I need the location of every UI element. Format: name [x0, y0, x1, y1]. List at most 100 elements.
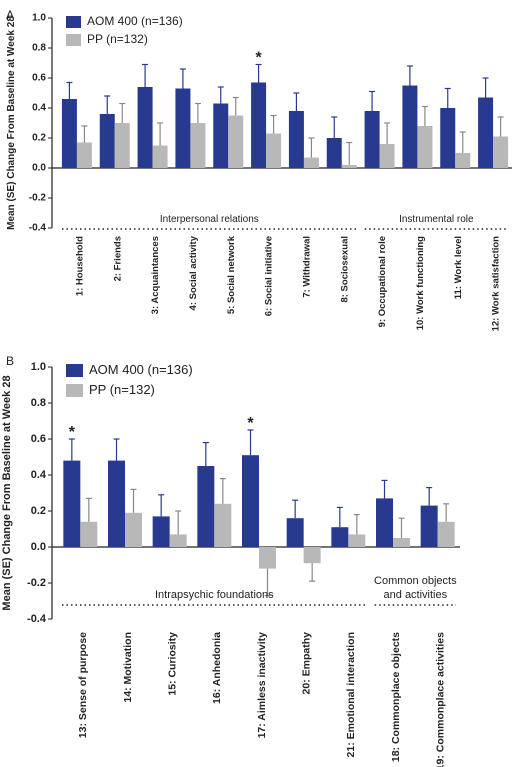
- category-label: 11: Work level: [453, 236, 464, 299]
- group-label: Interpersonal relations: [160, 214, 259, 225]
- bar: [341, 165, 357, 168]
- bar: [114, 123, 130, 168]
- bar: [190, 123, 206, 168]
- bar: [493, 136, 509, 168]
- bar: [228, 115, 244, 168]
- category-label: 10: Work functioning: [415, 236, 426, 330]
- bar: [76, 142, 92, 168]
- category-label: 7: Withdrawal: [301, 236, 312, 298]
- bar: [440, 108, 456, 168]
- y-axis-title: Mean (SE) Change From Baseline at Week 2…: [6, 16, 17, 230]
- y-tick-label: 0.8: [32, 43, 46, 54]
- y-tick-label: 0.6: [32, 73, 46, 84]
- bar: [455, 153, 471, 168]
- bar: [326, 138, 342, 168]
- y-tick-label: 1.0: [32, 13, 46, 24]
- bar: [303, 547, 321, 564]
- legend-entry: AOM 400 (n=136): [87, 14, 183, 28]
- bar: [364, 111, 380, 168]
- category-label: 13: Sense of purpose: [77, 632, 89, 738]
- bar: [197, 466, 215, 547]
- category-label: 9: Occupational role: [377, 236, 388, 327]
- bar: [420, 505, 438, 547]
- legend-swatch: [66, 34, 81, 46]
- y-tick-label: -0.2: [29, 193, 47, 204]
- category-label: 12: Work satisfaction: [491, 236, 502, 332]
- bar: [376, 498, 393, 547]
- bar: [348, 534, 366, 547]
- bar: [99, 114, 115, 168]
- category-label: 19: Commonplace activities: [434, 632, 446, 767]
- group-label: Common objects: [374, 575, 457, 587]
- panel-label: A: [6, 8, 14, 22]
- legend-entry: PP (n=132): [87, 32, 148, 46]
- category-label: 4: Social activity: [188, 235, 199, 310]
- group-label: Instrumental role: [399, 214, 474, 225]
- bar: [108, 460, 125, 547]
- category-label: 15: Curiosity: [166, 632, 178, 696]
- y-tick-label: 0.4: [32, 103, 46, 114]
- legend-swatch: [66, 364, 83, 377]
- y-tick-label: -0.4: [29, 223, 47, 234]
- y-tick-label: 0.0: [31, 541, 46, 553]
- bar: [437, 521, 455, 547]
- bar: [175, 88, 191, 168]
- y-tick-label: 0.6: [31, 433, 46, 445]
- y-tick-label: -0.4: [27, 613, 47, 625]
- category-label: 8: Sociosexual: [339, 236, 350, 303]
- legend-swatch: [66, 16, 81, 28]
- bar: [61, 99, 77, 168]
- significance-marker: *: [247, 415, 254, 432]
- group-label: Intrapsychic foundations: [155, 589, 274, 601]
- category-label: 1: Household: [74, 236, 85, 296]
- significance-marker: *: [69, 424, 76, 441]
- legend-swatch: [66, 384, 83, 397]
- bar: [152, 145, 168, 168]
- y-tick-label: -0.2: [27, 577, 46, 589]
- bar: [286, 518, 304, 547]
- y-tick-label: 0.0: [32, 163, 46, 174]
- y-tick-label: 0.4: [31, 469, 47, 481]
- category-label: 3: Acquaintances: [150, 236, 161, 314]
- legend-entry: AOM 400 (n=136): [89, 362, 193, 377]
- category-label: 17: Aimless inactivity: [256, 632, 268, 739]
- panel-label: B: [6, 354, 14, 368]
- bar: [303, 157, 319, 168]
- bar: [125, 512, 142, 547]
- category-label: 5: Social network: [226, 235, 237, 314]
- category-label: 21: Emotional interaction: [345, 632, 357, 757]
- y-tick-label: 0.8: [31, 397, 46, 409]
- bar: [80, 521, 98, 547]
- bar: [169, 534, 187, 547]
- bar: [331, 527, 349, 547]
- group-label: and activities: [384, 589, 448, 601]
- y-axis-title: Mean (SE) Change From Baseline at Week 2…: [1, 375, 13, 610]
- y-tick-label: 1.0: [31, 361, 46, 373]
- bar: [393, 538, 410, 547]
- bar: [402, 85, 418, 168]
- y-tick-label: 0.2: [32, 133, 46, 144]
- category-label: 14: Motivation: [122, 632, 134, 703]
- bar: [417, 126, 433, 168]
- bar: [137, 87, 153, 168]
- category-label: 18: Commonplace objects: [390, 632, 402, 762]
- y-tick-label: 0.2: [31, 505, 46, 517]
- category-label: 16: Anhedonia: [211, 632, 223, 704]
- bar: [242, 455, 259, 547]
- significance-marker: *: [255, 50, 262, 67]
- bar: [379, 144, 395, 168]
- bar: [259, 547, 276, 569]
- bar: [288, 111, 304, 168]
- bar: [213, 103, 229, 168]
- bar: [251, 82, 267, 168]
- legend-entry: PP (n=132): [89, 382, 155, 397]
- bar: [152, 516, 170, 547]
- bar: [63, 460, 81, 547]
- bar: [214, 503, 232, 547]
- bar: [266, 133, 282, 168]
- category-label: 20: Empathy: [300, 632, 312, 695]
- bar: [478, 97, 494, 168]
- category-label: 2: Friends: [112, 236, 123, 281]
- category-label: 6: Social initiative: [264, 236, 275, 316]
